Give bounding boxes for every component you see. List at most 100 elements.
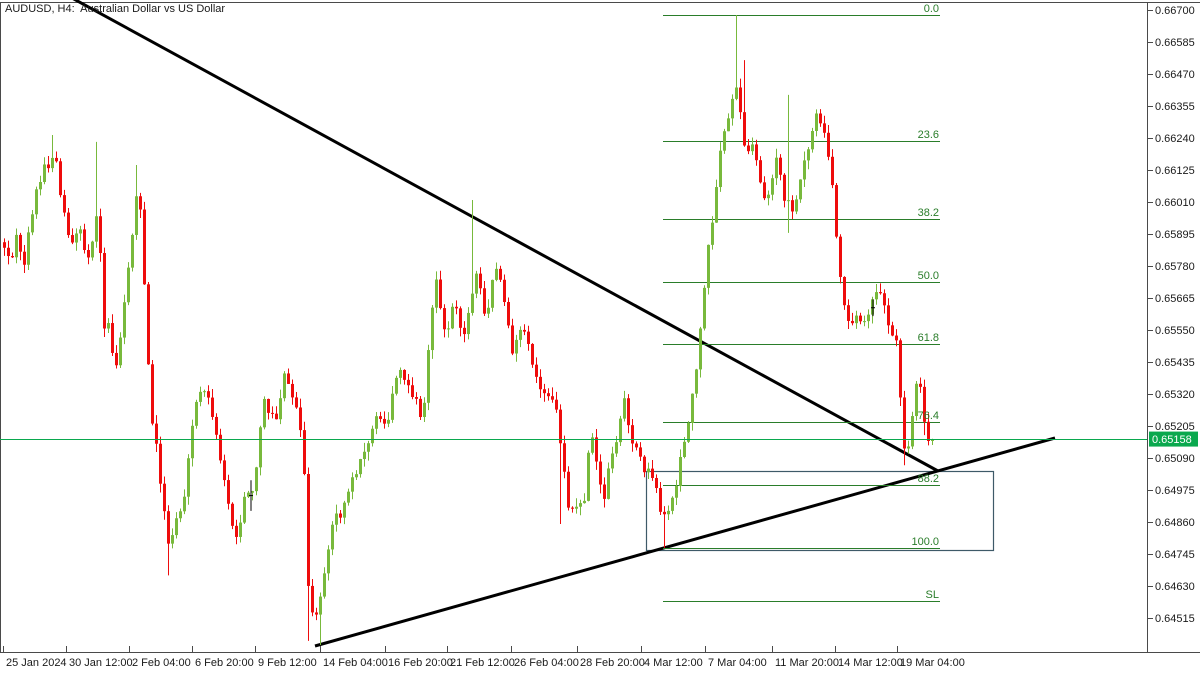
candle-body	[631, 425, 634, 444]
candle-body	[607, 468, 610, 499]
price-tick-label: 0.65320	[1155, 389, 1195, 401]
candle-body	[851, 320, 854, 324]
candle-body	[891, 325, 894, 336]
candle-body	[787, 200, 790, 202]
price-tick-label: 0.65090	[1155, 453, 1195, 465]
candle-body	[247, 492, 250, 497]
fibonacci-lines[interactable]	[663, 15, 940, 602]
candle-body	[179, 511, 182, 519]
candle-body	[183, 496, 186, 512]
candle-body	[475, 273, 478, 294]
candle-body	[843, 276, 846, 306]
candle-body	[319, 596, 322, 615]
candle-body	[515, 339, 518, 354]
candle-body	[447, 328, 450, 330]
time-axis[interactable]: 25 Jan 2024 30 Jan 12:00 2 Feb 04:00 6 Feb …	[3, 646, 965, 669]
candle-body	[371, 428, 374, 444]
candle-body	[463, 327, 466, 335]
candle-body	[563, 443, 566, 472]
candle-body	[711, 222, 714, 245]
candle-body	[807, 149, 810, 161]
price-tick-label: 0.64860	[1155, 517, 1195, 529]
price-tick-label: 0.65895	[1155, 229, 1195, 241]
candle-body	[351, 477, 354, 492]
candle-body	[923, 386, 926, 422]
candle-body	[695, 369, 698, 394]
time-tick-label: 26 Feb 04:00	[514, 657, 579, 669]
candle-body	[31, 214, 34, 233]
candle-body	[739, 87, 742, 113]
candle-body	[583, 500, 586, 504]
candle-body	[643, 456, 646, 473]
candle-body	[55, 157, 58, 162]
time-tick-label: 16 Feb 20:00	[388, 657, 453, 669]
candle-body	[875, 292, 878, 300]
candle-body	[691, 393, 694, 423]
candle-body	[223, 460, 226, 481]
candle-body	[755, 144, 758, 161]
candle-body	[191, 425, 194, 459]
time-tick-label: 2 Feb 04:00	[132, 657, 191, 669]
candle-body	[135, 196, 138, 235]
candle-body	[799, 179, 802, 200]
candle-body	[767, 194, 770, 199]
candle-body	[139, 196, 142, 210]
price-tick-label: 0.66240	[1155, 133, 1195, 145]
candle-body	[147, 284, 150, 365]
candle-body	[11, 256, 14, 258]
time-tick-label: 14 Mar 12:00	[838, 657, 903, 669]
candle-body	[487, 307, 490, 314]
price-tick-label: 0.64515	[1155, 613, 1195, 625]
candle-body	[703, 287, 706, 329]
fib-label-23.6: 23.6	[918, 129, 939, 141]
time-tick-label: 14 Feb 04:00	[323, 657, 388, 669]
candle-body	[847, 305, 850, 321]
candle-body	[863, 321, 866, 323]
price-axis[interactable]: 0.66700 0.66585 0.66470 0.66355 0.66240 0.661…	[1147, 5, 1195, 625]
candle-body	[699, 328, 702, 370]
candle-body	[83, 229, 86, 251]
candle-body	[39, 182, 42, 190]
price-tick-label: 0.65205	[1155, 421, 1195, 433]
candle-body	[723, 131, 726, 151]
candle-body	[231, 503, 234, 526]
candle-body	[555, 399, 558, 410]
candle-body	[335, 513, 338, 525]
candle-body	[495, 268, 498, 280]
candle-body	[395, 377, 398, 394]
candle-body	[459, 308, 462, 328]
candle-body	[271, 412, 274, 414]
candle-body	[707, 244, 710, 288]
fib-label-38.2: 38.2	[918, 207, 939, 219]
candle-body	[483, 288, 486, 314]
candle-body	[659, 488, 662, 512]
candle-body	[835, 185, 838, 237]
candle-body	[443, 308, 446, 330]
candle-body	[143, 209, 146, 285]
candle-body	[855, 315, 858, 324]
rectangle-object[interactable]	[645, 470, 995, 552]
candle-body	[311, 585, 314, 613]
trendlines-layer[interactable]	[72, 0, 1056, 648]
candle-body	[603, 484, 606, 499]
candle-body	[911, 416, 914, 447]
price-tick-label: 0.66585	[1155, 37, 1195, 49]
candle-body	[667, 510, 670, 515]
time-tick-label: 21 Feb 12:00	[450, 657, 515, 669]
candle-body	[47, 164, 50, 169]
candle-body	[355, 474, 358, 478]
candle-body	[347, 491, 350, 503]
candle-body	[471, 293, 474, 313]
candle-body	[419, 398, 422, 418]
fib-label-0.0: 0.0	[924, 3, 939, 15]
candle-body	[407, 379, 410, 386]
candle-body	[511, 325, 514, 354]
candle-body	[379, 416, 382, 419]
candle-body	[827, 132, 830, 157]
candle-body	[267, 398, 270, 413]
candle-body	[107, 323, 110, 329]
candle-body	[163, 483, 166, 512]
candle-body	[187, 458, 190, 497]
candle-body	[571, 507, 574, 509]
